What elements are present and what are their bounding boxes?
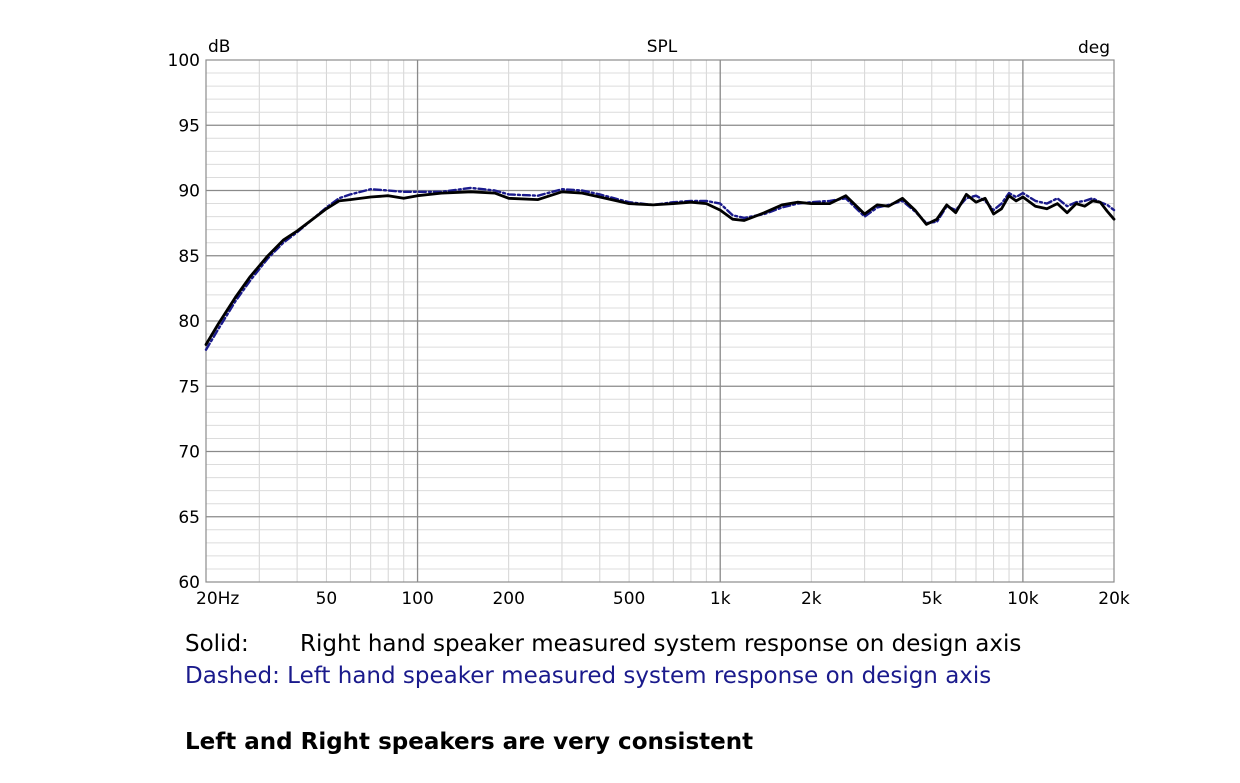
x-tick-label: 200 bbox=[492, 589, 524, 609]
plot-frame bbox=[205, 59, 1115, 583]
y-tick-label: 95 bbox=[178, 116, 200, 136]
y-tick-label: 60 bbox=[178, 573, 200, 593]
series-line-right-speaker bbox=[204, 190, 1116, 346]
solid-legend-caption: Solid: Right hand speaker measured syste… bbox=[185, 631, 1022, 657]
dashed-legend-caption: Dashed: Left hand speaker measured syste… bbox=[185, 663, 992, 689]
x-tick-label: 20k bbox=[1098, 589, 1130, 609]
chart-title: SPL bbox=[647, 37, 678, 57]
series-layer bbox=[204, 186, 1116, 351]
x-tick-label: 10k bbox=[1007, 589, 1039, 609]
x-tick-label: 1k bbox=[710, 589, 731, 609]
y-tick-label: 85 bbox=[178, 247, 200, 267]
x-tick-label: 100 bbox=[401, 589, 433, 609]
x-tick-label: 20Hz bbox=[196, 589, 239, 609]
x-tick-labels: 20Hz 50 100 200 500 1k 2k 5k 10k 20k bbox=[196, 589, 1130, 609]
y-tick-label: 75 bbox=[178, 377, 200, 397]
y-tick-labels: 60 65 70 75 80 85 90 95 100 bbox=[168, 51, 200, 593]
conclusion-note: Left and Right speakers are very consist… bbox=[185, 729, 754, 755]
y-tick-label: 65 bbox=[178, 508, 200, 528]
x-tick-label: 5k bbox=[921, 589, 942, 609]
y-tick-label: 100 bbox=[168, 51, 200, 71]
y-tick-label: 90 bbox=[178, 182, 200, 202]
spl-chart: 60 65 70 75 80 85 90 95 100 20Hz 50 100 200 500 1k 2k 5… bbox=[168, 37, 1130, 609]
y-tick-label: 80 bbox=[178, 312, 200, 332]
series-line-left-speaker bbox=[204, 186, 1116, 351]
y-unit-label: dB bbox=[208, 37, 230, 57]
x-tick-label: 2k bbox=[801, 589, 822, 609]
x-tick-label: 50 bbox=[316, 589, 338, 609]
x-tick-label: 500 bbox=[613, 589, 645, 609]
right-unit-label: deg bbox=[1078, 38, 1110, 58]
y-tick-label: 70 bbox=[178, 443, 200, 463]
major-grid bbox=[206, 60, 1114, 582]
